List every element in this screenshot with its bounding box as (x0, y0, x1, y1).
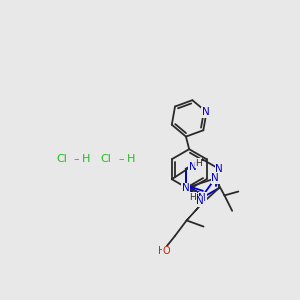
Text: N: N (202, 107, 210, 117)
Text: O: O (163, 246, 170, 256)
Text: N: N (196, 196, 204, 206)
Text: N: N (211, 173, 219, 184)
Text: H: H (158, 246, 166, 256)
Text: N: N (198, 193, 206, 203)
Text: H: H (82, 154, 90, 164)
Polygon shape (187, 202, 203, 220)
Text: N: N (182, 183, 190, 193)
Text: Cl: Cl (56, 154, 67, 164)
Text: H: H (195, 158, 202, 167)
Text: Cl: Cl (100, 154, 111, 164)
Text: –: – (118, 154, 124, 164)
Text: H: H (189, 193, 196, 202)
Text: N: N (215, 164, 223, 174)
Text: –: – (74, 154, 80, 164)
Text: N: N (189, 162, 196, 172)
Text: H: H (127, 154, 135, 164)
